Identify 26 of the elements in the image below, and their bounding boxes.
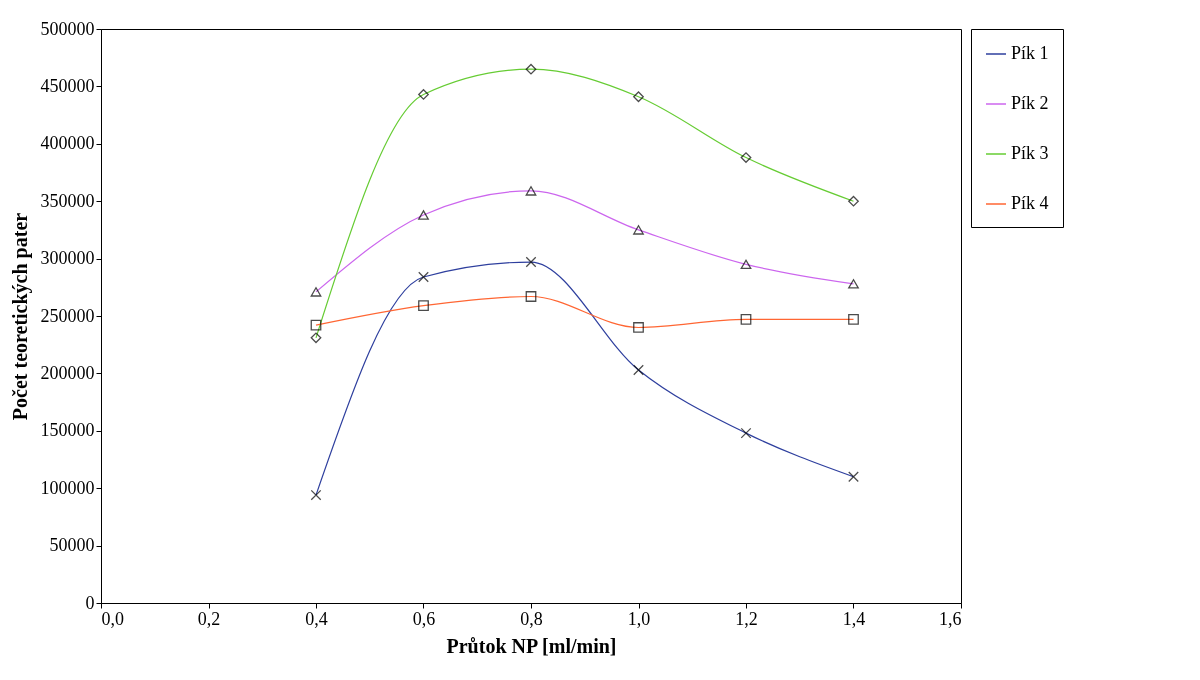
x-tick-label: 1,6 — [939, 608, 962, 629]
y-tick-label: 400000 — [40, 133, 95, 154]
x-tick-label: 0,4 — [305, 608, 328, 629]
x-tick-label: 0,8 — [520, 608, 543, 629]
x-axis-title: Průtok NP [ml/min] — [446, 634, 617, 657]
y-tick-label: 50000 — [49, 535, 95, 556]
x-tick-label: 0,6 — [412, 608, 436, 629]
y-tick-label: 0 — [85, 592, 95, 613]
x-tick-label: 1,0 — [627, 608, 651, 629]
x-tick-label: 1,4 — [842, 608, 866, 629]
legend-label: Pík 4 — [1011, 193, 1049, 213]
legend-label: Pík 3 — [1011, 143, 1049, 163]
y-tick-label: 150000 — [40, 420, 95, 441]
y-tick-label: 100000 — [40, 477, 95, 498]
x-tick-label: 0,2 — [197, 608, 221, 629]
y-tick-label: 300000 — [40, 248, 95, 269]
legend-label: Pík 2 — [1011, 93, 1049, 113]
y-tick-label: 500000 — [40, 18, 95, 39]
y-axis-title: Počet teoretických pater — [8, 212, 32, 421]
x-tick-label: 0,0 — [101, 608, 124, 629]
y-tick-label: 200000 — [40, 362, 95, 383]
y-tick-label: 250000 — [40, 305, 95, 326]
x-tick-label: 1,2 — [735, 608, 758, 629]
y-tick-label: 450000 — [40, 75, 95, 96]
legend-label: Pík 1 — [1011, 43, 1049, 63]
y-tick-label: 350000 — [40, 190, 95, 211]
